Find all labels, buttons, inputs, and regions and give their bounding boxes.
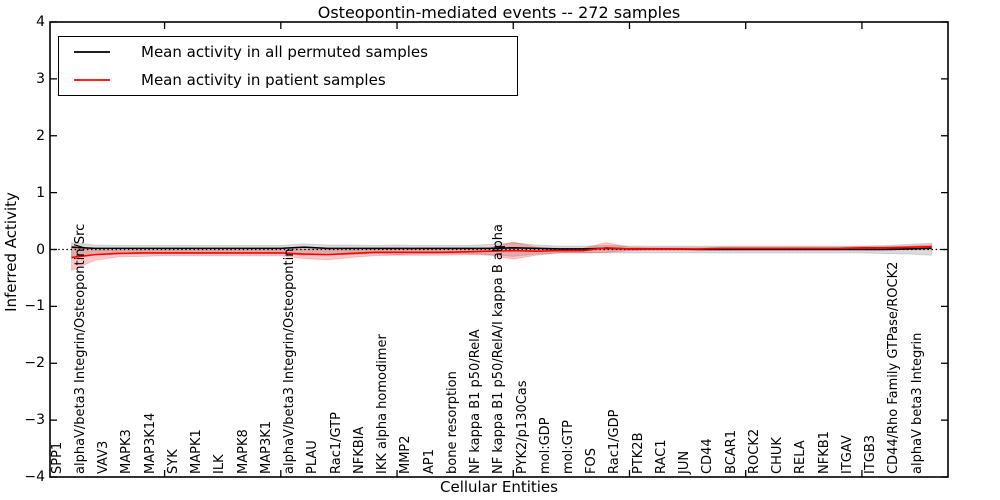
legend-label-patient: Mean activity in patient samples <box>141 71 386 90</box>
x-tick-label: PLAU <box>305 440 321 474</box>
x-tick-label: ILK <box>212 454 228 474</box>
x-tick-label: IKK alpha homodimer <box>375 334 391 474</box>
x-axis-label: Cellular Entities <box>440 478 558 496</box>
x-tick-label: NF kappa B1 p50/RelA/I kappa B alpha <box>491 224 507 474</box>
x-tick-label: CHUK <box>770 437 786 474</box>
x-tick-label: bone resorption <box>444 371 460 474</box>
x-tick-label: JUN <box>677 450 693 474</box>
y-tick-label: 2 <box>36 127 45 144</box>
x-tick-label: ROCK2 <box>746 428 762 474</box>
x-tick-label: Rac1/GDP <box>607 409 623 474</box>
x-tick-label: MMP2 <box>398 435 414 474</box>
x-tick-label: RELA <box>793 440 809 474</box>
y-tick-label: −1 <box>24 298 45 315</box>
x-tick-label: PTK2B <box>630 432 646 475</box>
y-tick-label: −4 <box>24 469 45 485</box>
x-tick-label: SPP1 <box>49 441 65 474</box>
axes-frame <box>49 21 949 478</box>
x-tick-label: alphaV beta3 Integrin <box>909 332 925 474</box>
x-tick-label: NFKB1 <box>816 431 832 474</box>
x-tick-label: BCAR1 <box>723 430 739 474</box>
y-tick-label: −2 <box>24 355 45 372</box>
legend-item-patient: Mean activity in patient samples <box>59 66 517 94</box>
chart-title: Osteopontin-mediated events -- 272 sampl… <box>317 3 681 22</box>
legend-item-permuted: Mean activity in all permuted samples <box>59 38 517 66</box>
x-tick-label: ITGB3 <box>863 434 879 474</box>
legend-line-permuted-icon <box>74 50 110 53</box>
x-tick-label: AP1 <box>421 448 437 474</box>
patient-line <box>71 245 932 259</box>
legend-line-patient-icon <box>74 79 110 82</box>
x-tick-label: FOS <box>584 448 600 474</box>
y-tick-label: 3 <box>36 70 45 87</box>
x-tick-label: RAC1 <box>653 439 669 474</box>
x-tick-label: PYK2/p130Cas <box>514 380 530 474</box>
y-tick-label: 4 <box>36 14 45 30</box>
x-tick-label: VAV3 <box>96 440 112 474</box>
x-tick-label: MAPK1 <box>189 429 205 474</box>
x-tick-label: MAP3K1 <box>258 420 274 474</box>
x-tick-label: NF kappa B1 p50/RelA <box>468 329 483 474</box>
x-tick-label: ITGAV <box>839 435 855 474</box>
permuted-line <box>71 246 932 251</box>
x-tick-label: mol:GTP <box>560 420 576 474</box>
y-tick-label: −3 <box>24 412 45 429</box>
x-tick-label: alphaV/beta3 Integrin/Osteopontin <box>282 248 298 474</box>
legend: Mean activity in all permuted samples Me… <box>58 36 518 96</box>
x-tick-label: mol:GDP <box>537 417 553 474</box>
x-tick-label: MAP3K14 <box>142 412 158 474</box>
x-tick-label: alphaV/beta3 Integrin/Osteopontin/Src <box>72 223 88 474</box>
y-tick-label: 0 <box>36 241 45 258</box>
x-tick-label: CD44 <box>700 438 716 474</box>
legend-label-permuted: Mean activity in all permuted samples <box>141 42 428 61</box>
x-tick-label: Rac1/GTP <box>328 412 344 474</box>
y-tick-label: 1 <box>36 184 45 201</box>
x-tick-label: MAPK3 <box>119 429 135 474</box>
x-tick-label: SYK <box>165 449 181 474</box>
x-tick-label: NFKBIA <box>351 426 367 474</box>
x-tick-label: MAPK8 <box>235 429 251 474</box>
x-tick-label: CD44/Rho Family GTPase/ROCK2 <box>886 261 902 474</box>
